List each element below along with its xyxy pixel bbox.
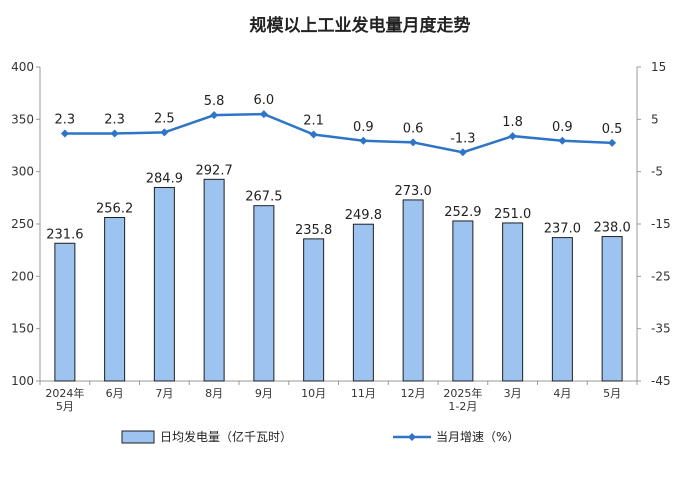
bar-value-label: 251.0 xyxy=(494,207,531,222)
plot-area: 100 150 200 250 300 350 400 -45 -35 -25 -15 -5 5 15 20… xyxy=(11,60,671,413)
line-point-marker xyxy=(608,138,617,147)
bar xyxy=(303,238,325,382)
line-value-label: 5.8 xyxy=(204,94,225,109)
bar xyxy=(253,205,275,382)
line-point-marker xyxy=(160,128,169,137)
y-left-tick-label: 150 xyxy=(11,322,34,336)
line-value-label: 2.5 xyxy=(154,111,175,126)
legend-bar-label: 日均发电量（亿千瓦时） xyxy=(160,429,292,444)
bar xyxy=(54,242,76,382)
y-left-tick-label: 200 xyxy=(11,269,34,283)
line-value-label: 0.9 xyxy=(353,120,374,135)
bar xyxy=(153,186,175,382)
line-point-marker xyxy=(458,148,467,157)
line-value-label: 2.3 xyxy=(104,112,125,127)
x-tick-label: 1-2月 xyxy=(448,400,477,413)
line-point-marker xyxy=(110,129,119,138)
bar xyxy=(502,222,524,382)
bar-value-label: 238.0 xyxy=(594,221,631,236)
line-point-marker xyxy=(409,138,418,147)
bar-value-label: 256.2 xyxy=(96,202,133,217)
line-point-marker xyxy=(259,110,268,119)
x-tick-label: 8月 xyxy=(205,387,223,400)
line-point-marker xyxy=(60,129,69,138)
bar-value-label: 249.8 xyxy=(345,208,382,223)
y-left-tick-label: 350 xyxy=(11,112,34,126)
line-value-label: 0.6 xyxy=(403,121,424,136)
y-left-tick-label: 300 xyxy=(11,165,34,179)
line-value-label: 6.0 xyxy=(254,93,275,108)
y-right-tick-label: -45 xyxy=(651,374,671,388)
y-left-tick-label: 250 xyxy=(11,217,34,231)
x-tick-label: 4月 xyxy=(553,387,571,400)
line-value-label: 2.1 xyxy=(303,114,324,129)
bar xyxy=(402,199,424,382)
bar-value-label: 292.7 xyxy=(196,163,233,178)
x-tick-label: 5月 xyxy=(603,387,621,400)
y-left-tick-label: 100 xyxy=(11,374,34,388)
line-value-label: 0.5 xyxy=(602,122,623,137)
legend-bar-swatch xyxy=(121,430,155,444)
line-value-label: 1.8 xyxy=(502,115,523,130)
legend: 日均发电量（亿千瓦时） 当月增速（%） xyxy=(121,429,519,444)
x-tick-label: 2024年 xyxy=(45,386,84,400)
x-tick-label: 3月 xyxy=(504,387,522,400)
line-point-marker xyxy=(558,136,567,145)
y-right-tick-label: -5 xyxy=(651,165,663,179)
bar-value-label: 252.9 xyxy=(444,205,481,220)
line-value-label: -1.3 xyxy=(450,131,475,146)
x-tick-label: 2025年 xyxy=(443,386,482,400)
line-point-marker xyxy=(309,130,318,139)
y-right-tick-label: 15 xyxy=(651,60,666,74)
bar-value-label: 231.6 xyxy=(46,227,83,242)
line-value-label: 2.3 xyxy=(55,112,76,127)
x-tick-label: 7月 xyxy=(155,387,173,400)
line-point-marker xyxy=(508,132,517,141)
bar-value-label: 267.5 xyxy=(245,190,282,205)
line-point-marker xyxy=(210,111,219,120)
chart-title: 规模以上工业发电量月度走势 xyxy=(250,15,471,36)
x-tick-label: 10月 xyxy=(301,387,326,400)
x-tick-label: 6月 xyxy=(106,387,124,400)
bar xyxy=(601,236,623,382)
y-left-tick-label: 400 xyxy=(11,60,34,74)
bar xyxy=(551,237,573,382)
bar-value-label: 284.9 xyxy=(146,171,183,186)
x-tick-label: 9月 xyxy=(255,387,273,400)
bar xyxy=(352,223,374,382)
bar xyxy=(203,178,225,382)
bar xyxy=(452,220,474,382)
x-tick-label: 12月 xyxy=(401,387,426,400)
x-tick-label: 11月 xyxy=(351,387,376,400)
line-point-marker xyxy=(359,136,368,145)
bar-value-label: 273.0 xyxy=(395,184,432,199)
y-right-tick-label: -25 xyxy=(651,269,671,283)
y-right-tick-label: -35 xyxy=(651,322,671,336)
bar xyxy=(104,217,126,382)
bar-value-label: 237.0 xyxy=(544,222,581,237)
bar-value-label: 235.8 xyxy=(295,223,332,238)
x-tick-label: 5月 xyxy=(56,400,74,413)
growth-line xyxy=(64,112,613,154)
y-right-tick-label: -15 xyxy=(651,217,671,231)
legend-line-marker xyxy=(408,433,416,441)
legend-line-label: 当月增速（%） xyxy=(436,430,519,444)
y-right-tick-label: 5 xyxy=(651,112,659,126)
line-value-label: 0.9 xyxy=(552,120,573,135)
